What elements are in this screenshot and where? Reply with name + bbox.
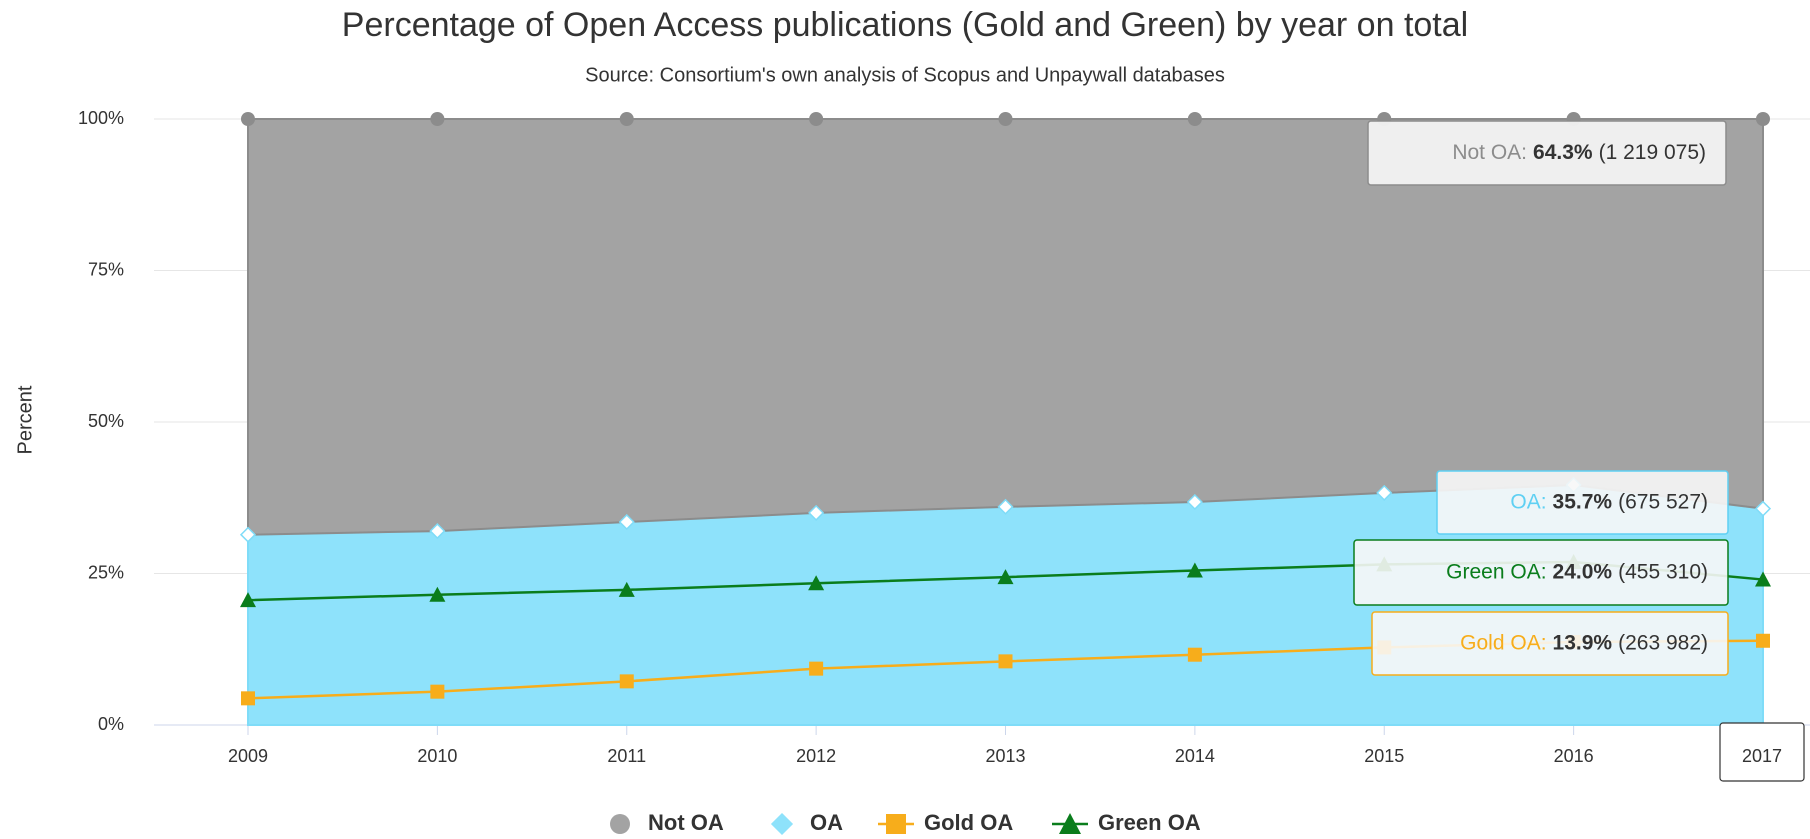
- legend-symbol: [1059, 813, 1081, 834]
- x-tick-label: 2013: [985, 746, 1025, 766]
- tooltip-name: Green OA:: [1446, 560, 1546, 583]
- data-point: [998, 112, 1013, 126]
- x-tick-label: 2014: [1175, 746, 1215, 766]
- x-tick-label: 2015: [1364, 746, 1404, 766]
- legend-label: Gold OA: [924, 810, 1013, 835]
- x-tick-label: 2010: [417, 746, 457, 766]
- data-point: [239, 526, 257, 543]
- tooltip-box: [1436, 470, 1729, 535]
- tooltip-value: 13.9%: [1553, 631, 1613, 654]
- legend-item: OA: [770, 810, 843, 836]
- tooltip-count: (263 982): [1618, 631, 1708, 654]
- legend-item: Green OA: [1052, 810, 1201, 835]
- legend-label: Green OA: [1098, 810, 1201, 835]
- tooltip-box: [1367, 120, 1727, 186]
- data-point: [619, 674, 634, 689]
- y-tick-label: 75%: [88, 259, 124, 279]
- x-tick-label: 2011: [607, 746, 646, 766]
- data-point: [240, 592, 256, 608]
- tooltip-value: 24.0%: [1553, 560, 1613, 583]
- data-point: [809, 112, 824, 126]
- tooltip-count: (1 219 075): [1599, 141, 1706, 164]
- tooltip-box: [1371, 611, 1729, 676]
- tooltip: Not OA: 64.3% (1 219 075): [1367, 120, 1727, 186]
- tooltip-count: (455 310): [1618, 560, 1708, 583]
- tooltip-value: 35.7%: [1553, 490, 1613, 513]
- legend-symbol: [886, 814, 906, 834]
- data-point: [430, 684, 445, 699]
- chart-title: Percentage of Open Access publications (…: [342, 6, 1468, 44]
- tooltip-x-label: 2017: [1742, 746, 1782, 766]
- x-tick-label: 2012: [796, 746, 836, 766]
- x-tooltip: 2017: [1719, 722, 1805, 782]
- data-point: [618, 513, 635, 531]
- y-tick-label: 50%: [88, 411, 124, 431]
- legend-item: Gold OA: [878, 810, 1013, 835]
- data-point: [1186, 493, 1203, 511]
- data-point: [241, 112, 255, 126]
- data-point: [808, 504, 825, 521]
- y-axis-label: Percent: [14, 385, 36, 454]
- tooltip: Green OA: 24.0% (455 310): [1353, 539, 1729, 606]
- data-point: [808, 575, 825, 591]
- y-tick-label: 25%: [88, 562, 124, 582]
- data-point: [998, 654, 1013, 669]
- data-point: [1756, 112, 1770, 126]
- data-point: [997, 569, 1014, 585]
- legend-symbol: [610, 814, 630, 834]
- chart-subtitle: Source: Consortium's own analysis of Sco…: [585, 64, 1225, 86]
- data-point: [430, 112, 445, 126]
- tooltip-text: Gold OA: 13.9% (263 982): [1460, 631, 1708, 654]
- data-point: [241, 691, 255, 706]
- legend: Not OA OA Gold OA Green OA: [610, 810, 1201, 836]
- data-point: [1755, 571, 1771, 587]
- tooltip-box: [1719, 722, 1805, 782]
- x-tick-label: 2016: [1554, 746, 1594, 766]
- data-point: [429, 586, 446, 602]
- tooltip-value: 64.3%: [1533, 141, 1593, 164]
- data-point: [619, 112, 634, 126]
- tooltip-count: (675 527): [1618, 490, 1708, 513]
- data-point: [809, 661, 824, 676]
- data-point: [618, 581, 635, 597]
- tooltip: OA: 35.7% (675 527): [1436, 470, 1729, 535]
- data-point: [1186, 562, 1203, 578]
- tooltip-box: [1353, 539, 1729, 606]
- data-point: [429, 523, 446, 540]
- data-point: [1187, 112, 1202, 126]
- data-point: [997, 498, 1014, 515]
- tooltip-text: OA: 35.7% (675 527): [1510, 490, 1708, 513]
- tooltip: Gold OA: 13.9% (263 982): [1371, 611, 1729, 676]
- y-tick-label: 100%: [78, 108, 124, 128]
- tooltip-text: Green OA: 24.0% (455 310): [1446, 560, 1708, 583]
- tooltip-name: Not OA:: [1452, 141, 1527, 164]
- data-point: [1756, 633, 1770, 648]
- x-tick-label: 2009: [228, 746, 268, 766]
- legend-item: Not OA: [610, 810, 724, 835]
- y-tick-label: 0%: [98, 714, 124, 734]
- tooltip-name: Gold OA:: [1460, 631, 1546, 654]
- legend-label: Not OA: [648, 810, 724, 835]
- tooltip-name: OA:: [1510, 490, 1546, 513]
- legend-label: OA: [810, 810, 843, 835]
- data-point: [1754, 500, 1772, 517]
- legend-symbol: [770, 812, 794, 836]
- data-point: [1376, 484, 1393, 501]
- data-point: [1187, 647, 1202, 662]
- tooltip-text: Not OA: 64.3% (1 219 075): [1452, 141, 1706, 164]
